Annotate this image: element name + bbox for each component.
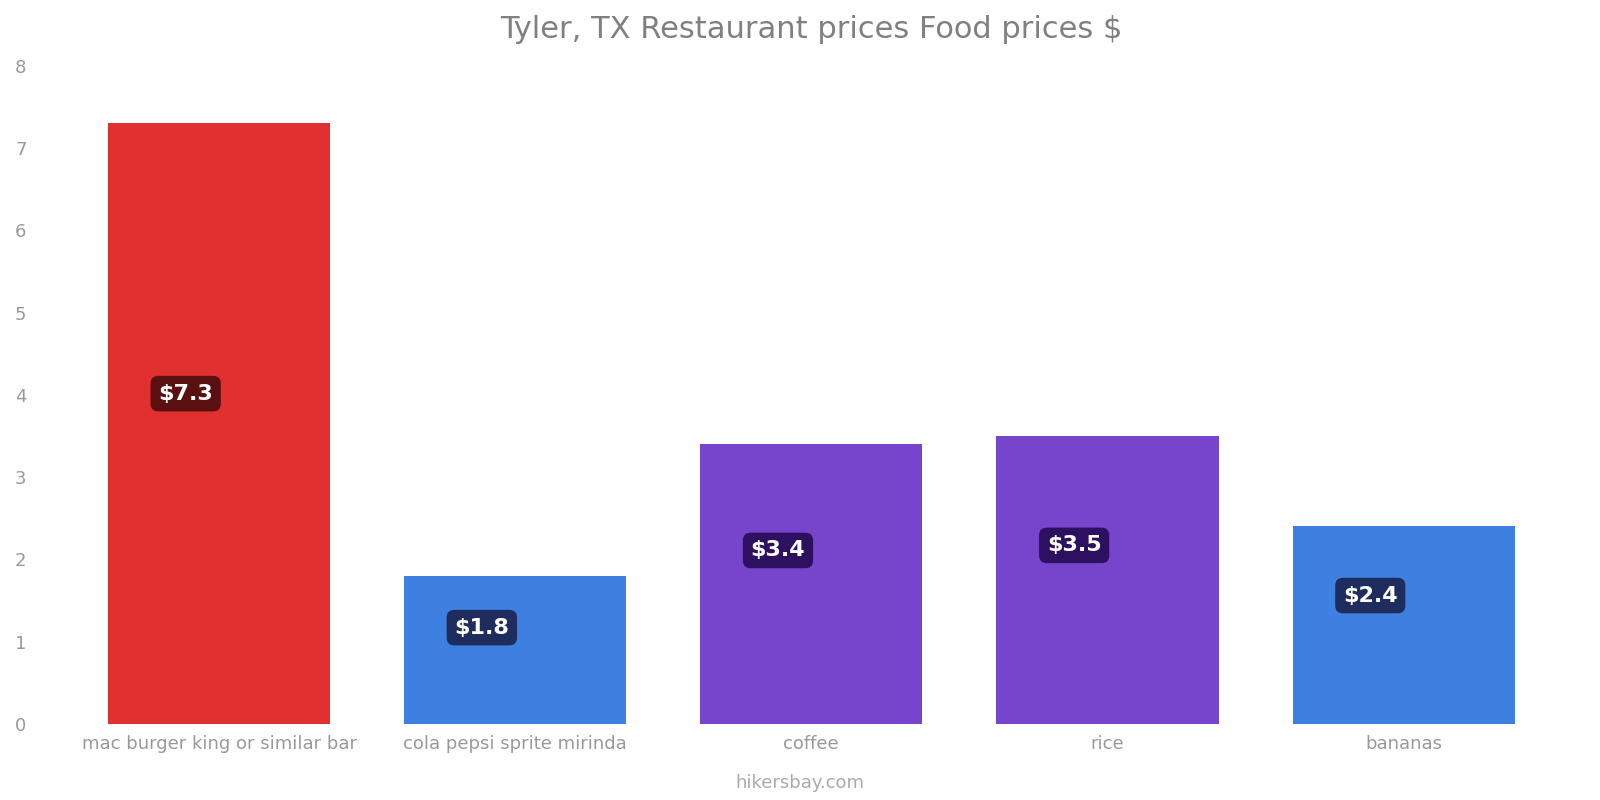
Text: $1.8: $1.8 bbox=[454, 618, 509, 638]
Bar bbox=[405, 576, 626, 724]
Bar bbox=[997, 436, 1219, 724]
Bar bbox=[701, 444, 922, 724]
Bar bbox=[107, 123, 330, 724]
Text: $3.4: $3.4 bbox=[750, 541, 805, 561]
Text: hikersbay.com: hikersbay.com bbox=[736, 774, 864, 792]
Bar bbox=[1293, 526, 1515, 724]
Text: $2.4: $2.4 bbox=[1342, 586, 1398, 606]
Title: Tyler, TX Restaurant prices Food prices $: Tyler, TX Restaurant prices Food prices … bbox=[501, 15, 1123, 44]
Text: $3.5: $3.5 bbox=[1046, 535, 1101, 555]
Text: $7.3: $7.3 bbox=[158, 383, 213, 403]
